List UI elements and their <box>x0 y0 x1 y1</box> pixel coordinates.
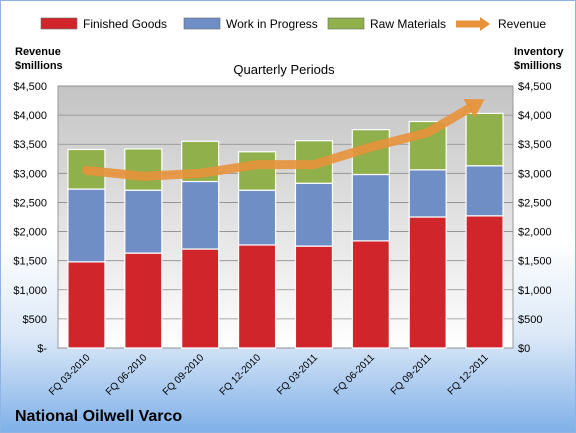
bar-raw-materials <box>124 148 163 191</box>
legend-label: Revenue <box>498 17 546 31</box>
legend-label: Finished Goods <box>83 17 167 31</box>
revenue-line <box>81 103 474 181</box>
left-tick-label: $3,500 <box>13 139 47 151</box>
bar-work-in-progress <box>67 188 106 263</box>
left-tick-label: $2,500 <box>13 197 47 209</box>
left-tick-label: $2,000 <box>13 227 47 239</box>
bar-work-in-progress <box>351 173 390 242</box>
right-tick-label: $3,000 <box>518 168 552 180</box>
legend-label: Raw Materials <box>370 17 446 31</box>
revenue-arrowhead <box>463 98 485 118</box>
bar-finished-goods <box>67 261 106 349</box>
bar-finished-goods <box>294 245 334 349</box>
right-axis-title-line1: Inventory <box>514 46 564 58</box>
company-name: National Oilwell Varco <box>15 408 183 425</box>
bar-finished-goods <box>408 216 447 349</box>
category-label: FQ 03-2010 <box>47 352 93 398</box>
category-label: FQ 09-2011 <box>389 352 434 397</box>
legend-swatch <box>40 17 78 30</box>
bar-raw-materials <box>465 112 504 167</box>
bar-finished-goods <box>124 252 163 349</box>
legend-swatch <box>183 17 221 30</box>
legend-label: Work in Progress <box>226 17 318 31</box>
left-axis-title-line1: Revenue <box>15 46 61 58</box>
category-label: FQ 03-2011 <box>275 352 320 397</box>
bar-finished-goods <box>351 240 390 349</box>
left-tick-label: $4,500 <box>13 81 47 93</box>
category-label: FQ 06-2011 <box>332 352 377 397</box>
right-tick-label: $0 <box>518 343 530 355</box>
right-tick-label: $3,500 <box>518 139 552 151</box>
bar-work-in-progress <box>124 189 163 254</box>
right-tick-label: $2,000 <box>518 227 552 239</box>
bar-work-in-progress <box>237 189 277 246</box>
chart-subtitle: Quarterly Periods <box>233 62 335 77</box>
bar-finished-goods <box>181 248 220 349</box>
right-axis-title-line2: $millions <box>514 60 562 72</box>
right-tick-label: $500 <box>518 314 542 326</box>
category-label: FQ 12-2010 <box>218 352 264 398</box>
category-label: FQ 12-2011 <box>446 352 491 397</box>
left-axis-title-line2: $millions <box>15 60 63 72</box>
bar-work-in-progress <box>465 165 504 217</box>
bar-work-in-progress <box>181 180 220 250</box>
right-tick-label: $2,500 <box>518 197 552 209</box>
left-tick-label: $1,000 <box>13 285 47 297</box>
category-label: FQ 09-2010 <box>161 352 207 398</box>
left-tick-label: $1,500 <box>13 256 47 268</box>
bar-work-in-progress <box>294 182 334 247</box>
category-label: FQ 06-2010 <box>104 352 150 398</box>
legend-swatch-arrow <box>480 17 490 31</box>
legend-swatch <box>327 17 365 30</box>
left-tick-label: $4,000 <box>13 110 47 122</box>
left-tick-label: $500 <box>23 314 47 326</box>
bar-finished-goods <box>465 215 504 349</box>
bar-work-in-progress <box>408 169 447 218</box>
left-tick-label: $- <box>37 343 47 355</box>
right-tick-label: $4,000 <box>518 110 552 122</box>
bar-finished-goods <box>237 244 277 349</box>
right-tick-label: $1,500 <box>518 256 552 268</box>
left-tick-label: $3,000 <box>13 168 47 180</box>
right-tick-label: $4,500 <box>518 81 552 93</box>
right-tick-label: $1,000 <box>518 285 552 297</box>
